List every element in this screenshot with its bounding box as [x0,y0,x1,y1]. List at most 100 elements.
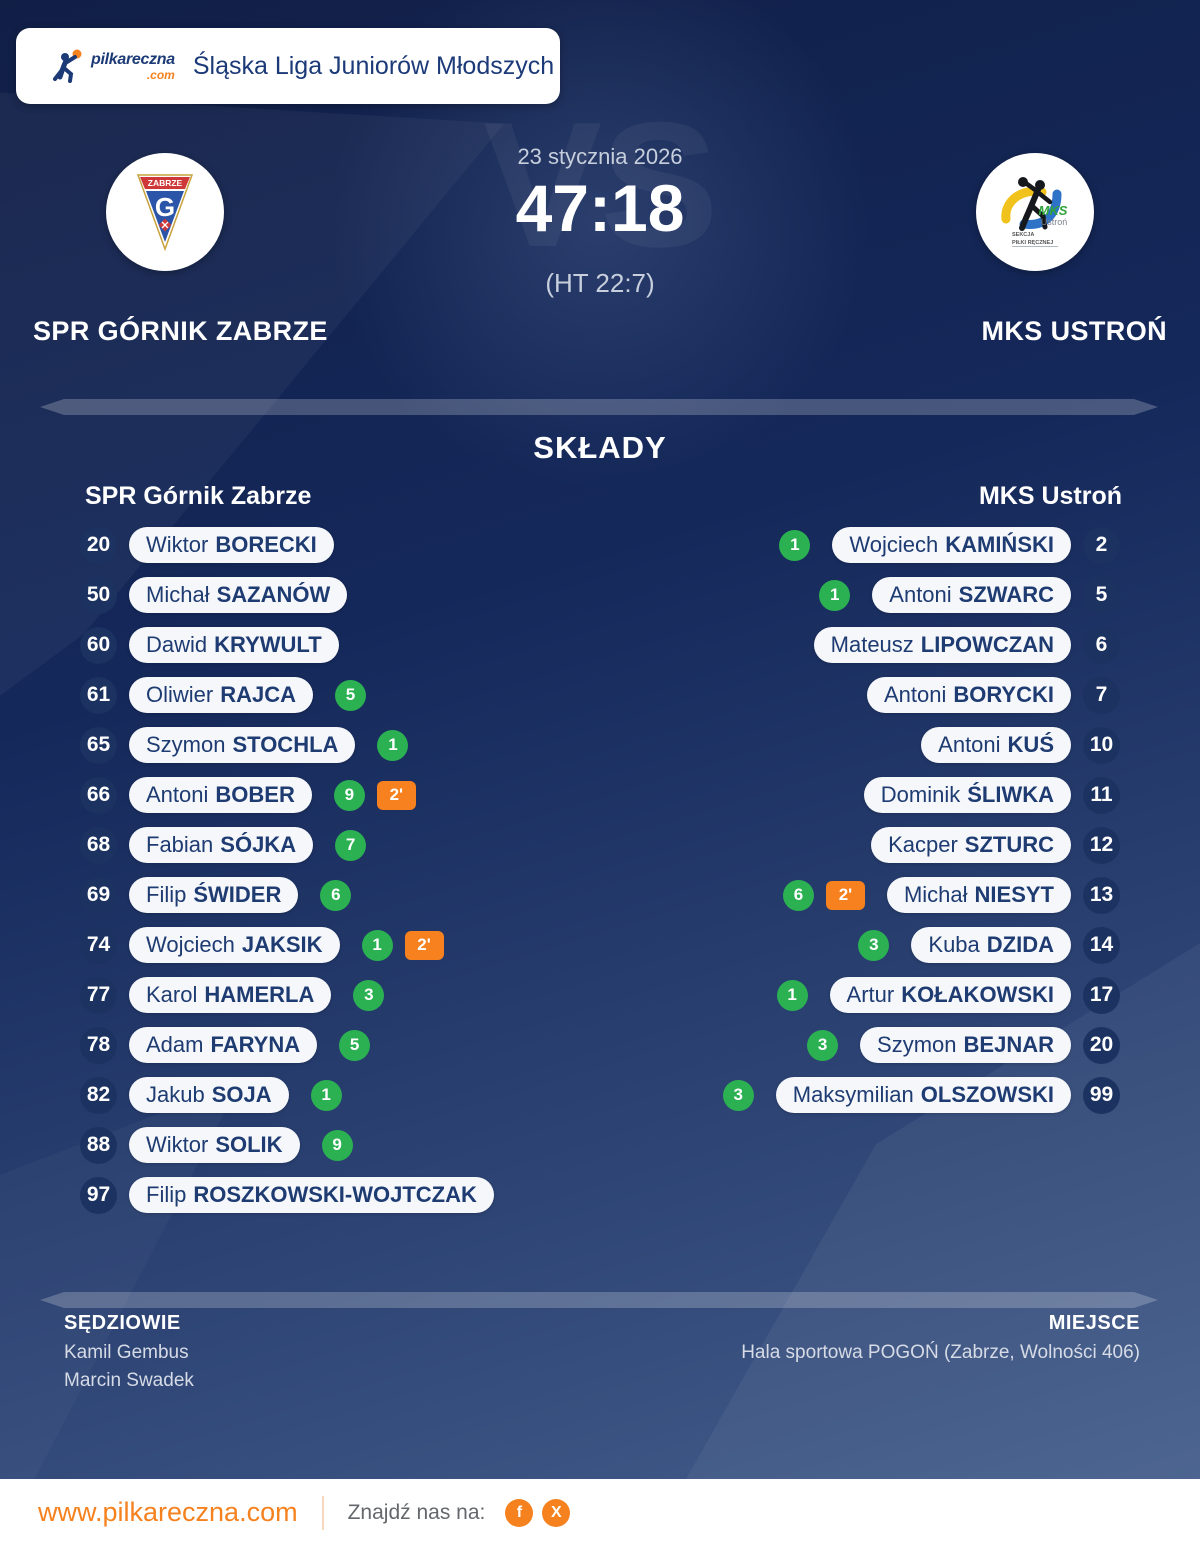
player-first-name: Maksymilian [792,1082,914,1107]
player-row: 97 Filip ROSZKOWSKI-WOJTCZAK [80,1170,494,1220]
player-number: 14 [1083,926,1120,964]
player-row: Kacper SZTURC 12 [723,820,1120,870]
player-row: 3 Kuba DZIDA 14 [723,920,1120,970]
player-first-name: Filip [146,1182,187,1207]
home-team-name: SPR GÓRNIK ZABRZE [33,316,328,346]
player-number: 97 [80,1176,117,1214]
player-number: 17 [1083,976,1120,1014]
player-name-pill: Wojciech KAMIŃSKI [832,527,1071,563]
facebook-icon[interactable]: f [505,1498,534,1527]
goals-badge: 7 [335,829,367,861]
player-row: 50 Michał SAZANÓW [80,570,494,620]
player-first-name: Szymon [877,1032,957,1057]
player-number: 7 [1083,676,1120,714]
player-number: 61 [80,676,117,714]
player-last-name: NIESYT [974,882,1054,907]
crest-town-text: Ustroń [1041,217,1068,227]
player-last-name: SZTURC [964,832,1054,857]
player-number: 12 [1083,826,1120,864]
player-first-name: Filip [146,882,187,907]
player-name-pill: Antoni BOBER [129,777,312,813]
section-divider [40,399,1158,415]
halftime-score: (HT 22:7) [545,268,655,298]
player-name-pill: Szymon STOCHLA [129,727,356,763]
gornik-zabrze-crest-icon: ZABRZE G [136,174,194,252]
player-number: 6 [1083,626,1120,664]
player-last-name: BOBER [215,782,295,807]
player-name-pill: Kuba DZIDA [911,927,1071,963]
goals-badge: 1 [819,579,851,611]
referee-name: Marcin Swadek [64,1370,194,1391]
website-link[interactable]: www.pilkareczna.com [38,1497,298,1527]
player-number: 50 [80,576,117,614]
player-last-name: RAJCA [220,682,297,707]
player-last-name: BORECKI [215,532,317,557]
pilkareczna-logo: pilkareczna .com [52,47,175,85]
player-name-pill: Szymon BEJNAR [860,1027,1071,1063]
logo-tld: .com [146,67,175,82]
player-row: 20 Wiktor BORECKI [80,520,494,570]
player-last-name: BEJNAR [963,1032,1054,1057]
player-name-pill: Dominik ŚLIWKA [863,777,1071,813]
player-last-name: ROSZKOWSKI-WOJTCZAK [193,1182,477,1207]
crest-letter: G [155,192,175,222]
player-name-pill: Filip ŚWIDER [129,877,299,913]
venue-label: MIEJSCE [1048,1312,1140,1334]
venue-text: Hala sportowa POGOŃ (Zabrze, Wolności 40… [741,1342,1140,1363]
player-row: Antoni BORYCKI 7 [723,670,1120,720]
player-number: 20 [1083,1026,1120,1064]
player-last-name: FARYNA [210,1032,301,1057]
x-icon[interactable]: X [542,1498,571,1527]
player-name-pill: Maksymilian OLSZOWSKI [775,1077,1071,1113]
player-row: 82 Jakub SOJA 1 [80,1070,494,1120]
suspension-badge: 2' [376,780,416,810]
player-first-name: Artur [846,982,895,1007]
player-last-name: KAMIŃSKI [945,532,1054,557]
player-row: Dominik ŚLIWKA 11 [723,770,1120,820]
home-player-list: 20 Wiktor BORECKI 50 Michał SAZANÓW 60 Dawid KRY… [80,520,494,1220]
away-team-name: MKS USTROŃ [981,316,1167,346]
player-row: 66 Antoni BOBER 9 2' [80,770,494,820]
goals-badge: 1 [310,1079,342,1111]
goals-badge: 5 [339,1029,371,1061]
player-row: 77 Karol HAMERLA 3 [80,970,494,1020]
mks-ustron-crest-icon: MKS Ustroń SEKCJA PIŁKI RĘCZNEJ [1001,177,1068,247]
player-name-pill: Wiktor BORECKI [129,527,334,563]
goals-badge: 1 [776,979,808,1011]
player-first-name: Wiktor [146,1132,209,1157]
player-last-name: KUŚ [1007,732,1054,757]
player-row: 74 Wojciech JAKSIK 1 2' [80,920,494,970]
player-first-name: Antoni [938,732,1001,757]
player-name-pill: Oliwier RAJCA [129,677,314,713]
player-number: 77 [80,976,117,1014]
player-last-name: DZIDA [986,932,1054,957]
player-last-name: JAKSIK [241,932,323,957]
player-last-name: SOLIK [215,1132,283,1157]
player-number: 74 [80,926,117,964]
player-name-pill: Fabian SÓJKA [129,827,314,863]
find-us-label: Znajdź nas na: [347,1500,486,1524]
player-number: 68 [80,826,117,864]
player-name-pill: Mateusz LIPOWCZAN [813,627,1071,663]
player-name-pill: Kacper SZTURC [871,827,1071,863]
player-last-name: LIPOWCZAN [920,632,1054,657]
referees-label: SĘDZIOWIE [64,1312,181,1334]
away-team-logo: MKS Ustroń SEKCJA PIŁKI RĘCZNEJ [976,153,1094,271]
player-number: 82 [80,1076,117,1114]
player-first-name: Antoni [889,582,952,607]
section-divider [40,1292,1158,1308]
away-player-list: 1 Wojciech KAMIŃSKI 2 1 Antoni SZWARC 5 Mateusz L… [722,520,1120,1120]
handball-player-icon [53,49,82,83]
bottom-bar: www.pilkareczna.com Znajdź nas na: f X [0,1479,1200,1546]
player-name-pill: Wiktor SOLIK [129,1127,300,1163]
player-row: Mateusz LIPOWCZAN 6 [723,620,1120,670]
player-number: 88 [80,1126,117,1164]
player-name-pill: Dawid KRYWULT [129,627,339,663]
player-number: 11 [1083,776,1120,814]
player-first-name: Szymon [146,732,226,757]
player-name-pill: Antoni BORYCKI [866,677,1071,713]
player-row: 6 2' Michał NIESYT 13 [723,870,1120,920]
player-number: 2 [1083,526,1120,564]
player-first-name: Antoni [883,682,947,707]
